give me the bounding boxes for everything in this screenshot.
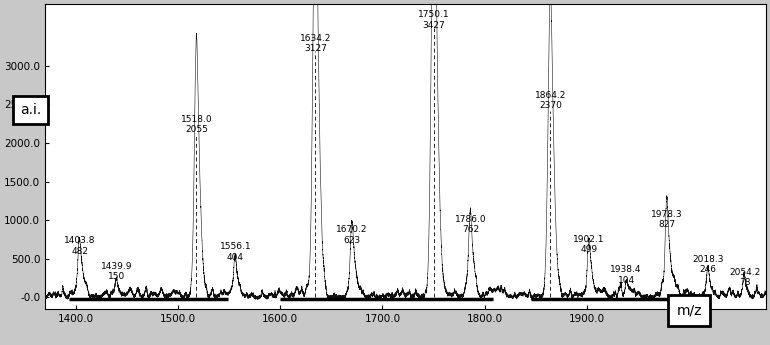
- Text: 1556.1
404: 1556.1 404: [219, 243, 251, 262]
- Text: 2054.2
78: 2054.2 78: [729, 267, 760, 287]
- Text: 1518.0
2055: 1518.0 2055: [181, 115, 213, 135]
- Text: 1634.2
3127: 1634.2 3127: [300, 33, 331, 53]
- Text: a.i.: a.i.: [20, 104, 42, 117]
- Text: 1864.2
2370: 1864.2 2370: [534, 91, 566, 110]
- Text: 1786.0
762: 1786.0 762: [454, 215, 486, 234]
- Text: 1670.2
623: 1670.2 623: [336, 226, 368, 245]
- Text: 1938.4
104: 1938.4 104: [611, 266, 642, 285]
- Text: m/z: m/z: [676, 304, 702, 317]
- Text: 1750.1
3427: 1750.1 3427: [418, 10, 450, 30]
- Text: 1902.1
499: 1902.1 499: [574, 235, 605, 255]
- Text: 1439.9
150: 1439.9 150: [101, 262, 132, 282]
- Text: 1403.8
482: 1403.8 482: [64, 236, 95, 256]
- Text: 2018.3
246: 2018.3 246: [692, 255, 724, 274]
- Text: 1978.3
827: 1978.3 827: [651, 210, 683, 229]
